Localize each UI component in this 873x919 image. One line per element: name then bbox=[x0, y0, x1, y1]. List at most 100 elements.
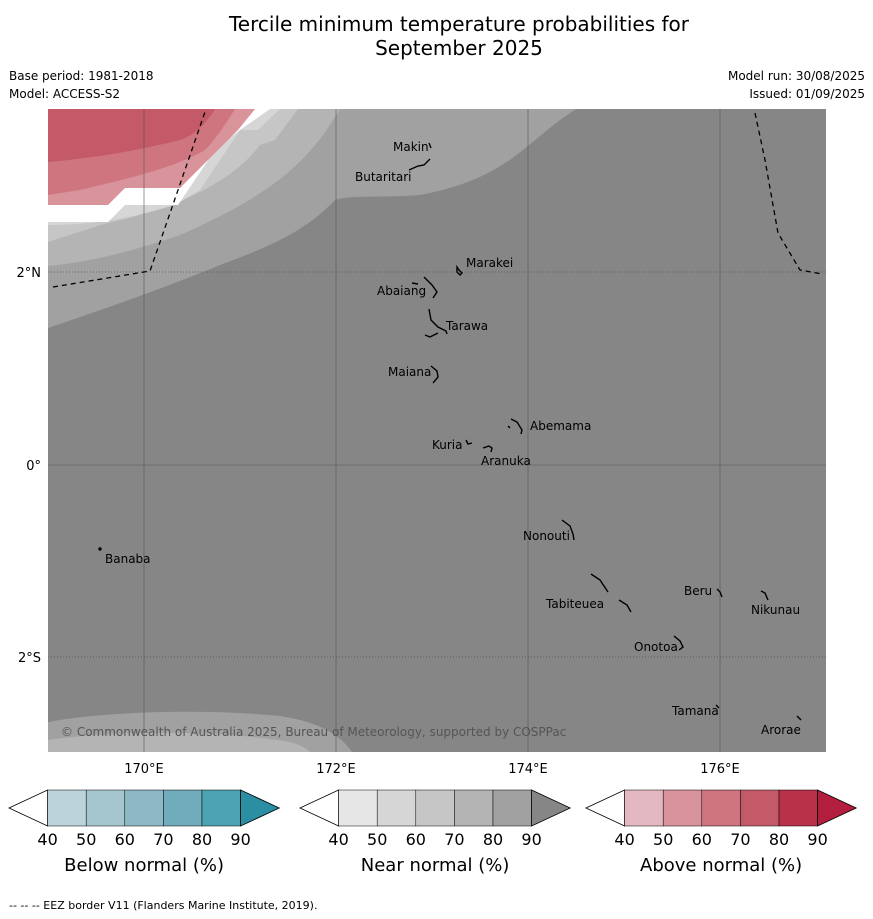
below-normal-colorbar-segment bbox=[47, 789, 87, 827]
near-normal-colorbar-tick: 50 bbox=[367, 830, 387, 849]
issued-date: Issued: 01/09/2025 bbox=[749, 87, 865, 101]
label-kuria: Kuria bbox=[432, 438, 463, 452]
near-normal-colorbar-segment bbox=[338, 789, 378, 827]
lat-tick-0: 0° bbox=[26, 459, 41, 474]
near-normal-colorbar-segment bbox=[376, 789, 417, 827]
lat-tick-2n: 2°N bbox=[17, 266, 42, 281]
above-normal-colorbar-title: Above normal (%) bbox=[640, 855, 802, 876]
eez-border-east bbox=[754, 112, 823, 275]
above-normal-colorbar-tick: 50 bbox=[653, 830, 673, 849]
island-arorae bbox=[796, 715, 802, 721]
title-line-1: Tercile minimum temperature probabilitie… bbox=[228, 12, 690, 36]
island-beru bbox=[716, 588, 723, 598]
island-onotoa bbox=[673, 635, 684, 651]
above-normal-80-region bbox=[48, 109, 215, 162]
lon-tick-174e: 174°E bbox=[508, 762, 548, 777]
above-normal-colorbar-segment bbox=[662, 789, 703, 827]
above-normal-colorbar-segment bbox=[778, 789, 818, 827]
above-normal-colorbar-tick: 70 bbox=[730, 830, 750, 849]
below-normal-colorbar-tick: 70 bbox=[153, 830, 173, 849]
below-normal-colorbar-tick: 90 bbox=[230, 830, 250, 849]
label-nikunau: Nikunau bbox=[751, 603, 800, 617]
near-normal-colorbar-segment bbox=[492, 789, 532, 827]
label-banaba: Banaba bbox=[105, 552, 151, 566]
above-normal-colorbar: 40 50 60 70 80 90 Above normal (%) bbox=[585, 789, 858, 876]
lon-tick-172e: 172°E bbox=[316, 762, 356, 777]
above-normal-colorbar-tick: 60 bbox=[692, 830, 712, 849]
eez-borders bbox=[52, 108, 823, 288]
below-normal-colorbar-tick: 50 bbox=[76, 830, 96, 849]
map-title: Tercile minimum temperature probabilitie… bbox=[0, 12, 873, 60]
dotted-parallels bbox=[48, 271, 826, 658]
below-normal-colorbar-tick: 60 bbox=[115, 830, 135, 849]
label-onotoa: Onotoa bbox=[634, 640, 678, 654]
above-normal-colorbar-min-extend bbox=[585, 789, 625, 827]
label-arorae: Arorae bbox=[761, 723, 801, 737]
label-abaiang: Abaiang bbox=[377, 284, 426, 298]
island-butaritari bbox=[408, 158, 431, 171]
near-normal-colorbar-segment bbox=[415, 789, 455, 827]
island-banaba bbox=[98, 547, 102, 551]
near-normal-colorbar-tick: 60 bbox=[406, 830, 426, 849]
above-normal-colorbar-tick: 90 bbox=[807, 830, 827, 849]
title-line-2: September 2025 bbox=[375, 36, 543, 60]
island-tabiteuea bbox=[590, 573, 632, 613]
near-normal-70-south-region bbox=[48, 732, 310, 752]
below-normal-colorbar-segment bbox=[201, 789, 241, 827]
island-marakei bbox=[456, 264, 463, 276]
below-normal-colorbar-tick: 40 bbox=[37, 830, 57, 849]
near-normal-colorbar-tick: 40 bbox=[328, 830, 348, 849]
label-beru: Beru bbox=[684, 584, 712, 598]
island-makin bbox=[428, 142, 432, 149]
above-normal-colorbar-max-extend bbox=[817, 789, 858, 827]
below-normal-colorbar-tick: 80 bbox=[192, 830, 212, 849]
above-normal-colorbar-tick: 80 bbox=[769, 830, 789, 849]
island-tarawa bbox=[424, 308, 448, 338]
label-tabiteuea: Tabiteuea bbox=[545, 597, 604, 611]
graticule bbox=[48, 109, 826, 752]
below-normal-colorbar-segment bbox=[124, 789, 164, 827]
label-butaritari: Butaritari bbox=[355, 170, 412, 184]
lon-tick-170e: 170°E bbox=[124, 762, 164, 777]
island-aranuka bbox=[482, 445, 493, 453]
near-normal-colorbar-tick: 90 bbox=[521, 830, 541, 849]
above-normal-colorbar-segment bbox=[624, 789, 664, 827]
label-tarawa: Tarawa bbox=[445, 319, 488, 333]
label-maiana: Maiana bbox=[388, 365, 431, 379]
below-normal-colorbar-title: Below normal (%) bbox=[64, 855, 224, 876]
label-marakei: Marakei bbox=[466, 256, 513, 270]
label-abemama: Abemama bbox=[530, 419, 591, 433]
copyright-notice: © Commonwealth of Australia 2025, Bureau… bbox=[61, 725, 566, 739]
label-tamana: Tamana bbox=[671, 704, 719, 718]
below-normal-colorbar-segment bbox=[85, 789, 126, 827]
near-normal-colorbar-segment bbox=[454, 789, 494, 827]
metadata-right: Model run: 30/08/2025 Issued: 01/09/2025 bbox=[728, 67, 865, 103]
label-nonouti: Nonouti bbox=[523, 529, 570, 543]
island-maiana bbox=[430, 365, 439, 384]
lon-tick-176e: 176°E bbox=[700, 762, 740, 777]
model-run: Model run: 30/08/2025 bbox=[727, 69, 865, 83]
below-normal-colorbar-max-extend bbox=[240, 789, 281, 827]
probability-fields bbox=[48, 109, 826, 752]
axis-labels: 170°E 172°E 174°E 176°E 2°N 0° 2°S bbox=[17, 266, 740, 777]
near-normal-colorbar-min-extend bbox=[299, 789, 339, 827]
eez-footnote: -- -- -- EEZ border V11 (Flanders Marine… bbox=[9, 899, 318, 912]
lat-tick-2s: 2°S bbox=[18, 651, 41, 666]
below-normal-colorbar-segment bbox=[163, 789, 203, 827]
above-normal-colorbar-segment bbox=[740, 789, 780, 827]
island-abemama bbox=[507, 418, 523, 435]
model-name: Model: ACCESS-S2 bbox=[9, 87, 121, 101]
below-normal-colorbar-min-extend bbox=[8, 789, 48, 827]
island-nikunau bbox=[760, 590, 769, 601]
above-normal-colorbar-tick: 40 bbox=[614, 830, 634, 849]
near-normal-colorbar: 40 50 60 70 80 90 Near normal (%) bbox=[299, 789, 572, 876]
island-kuria bbox=[465, 439, 473, 445]
island-abaiang bbox=[411, 276, 438, 299]
label-makin: Makin bbox=[393, 140, 429, 154]
base-period: Base period: 1981-2018 bbox=[9, 69, 154, 83]
near-normal-colorbar-title: Near normal (%) bbox=[361, 855, 510, 876]
near-normal-colorbar-tick: 80 bbox=[483, 830, 503, 849]
colorbars: 40 50 60 70 80 90 Below normal (%) 40 50 60 70 80 90… bbox=[8, 789, 858, 876]
metadata-left: Base period: 1981-2018 Model: ACCESS-S2 bbox=[9, 67, 154, 103]
